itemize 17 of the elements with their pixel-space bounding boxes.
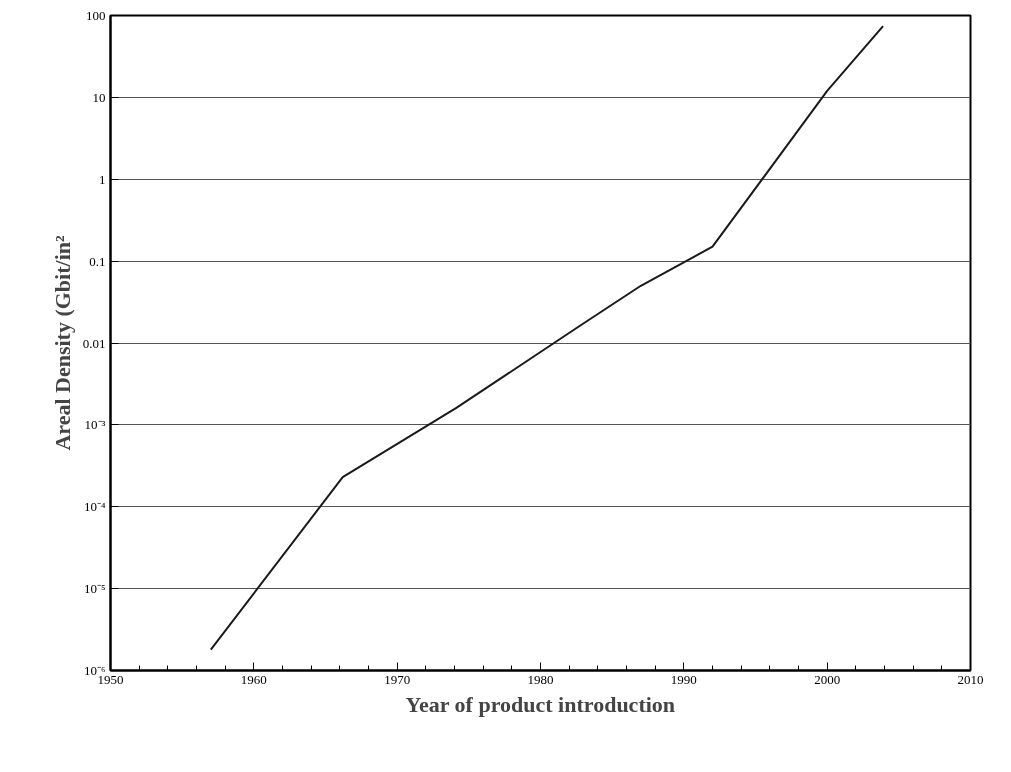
x-tick-label: 1980 (527, 671, 554, 687)
x-tick-label: 2010 (957, 671, 984, 687)
y-tick-label: 0.01 (82, 335, 106, 351)
y-tick-label: 10⁻³ (84, 417, 106, 433)
y-tick-label: 1 (99, 171, 106, 187)
x-tick-label: 1970 (384, 671, 411, 687)
x-tick-label: 1990 (670, 671, 697, 687)
y-tick-label: 10⁻⁵ (83, 581, 106, 597)
line-series (209, 25, 885, 651)
y-axis-title: Areal Density (Gbit/in² (49, 235, 75, 451)
y-tick-label: 0.1 (89, 253, 106, 269)
x-axis-title: Year of product introduction (405, 691, 676, 717)
y-tick-label: 100 (86, 8, 106, 23)
y-tick-label: 10⁻⁴ (83, 499, 106, 515)
x-tick-label: 1960 (240, 671, 267, 687)
x-tick-label: 2000 (814, 671, 841, 687)
y-tick-label: 10 (92, 89, 106, 105)
